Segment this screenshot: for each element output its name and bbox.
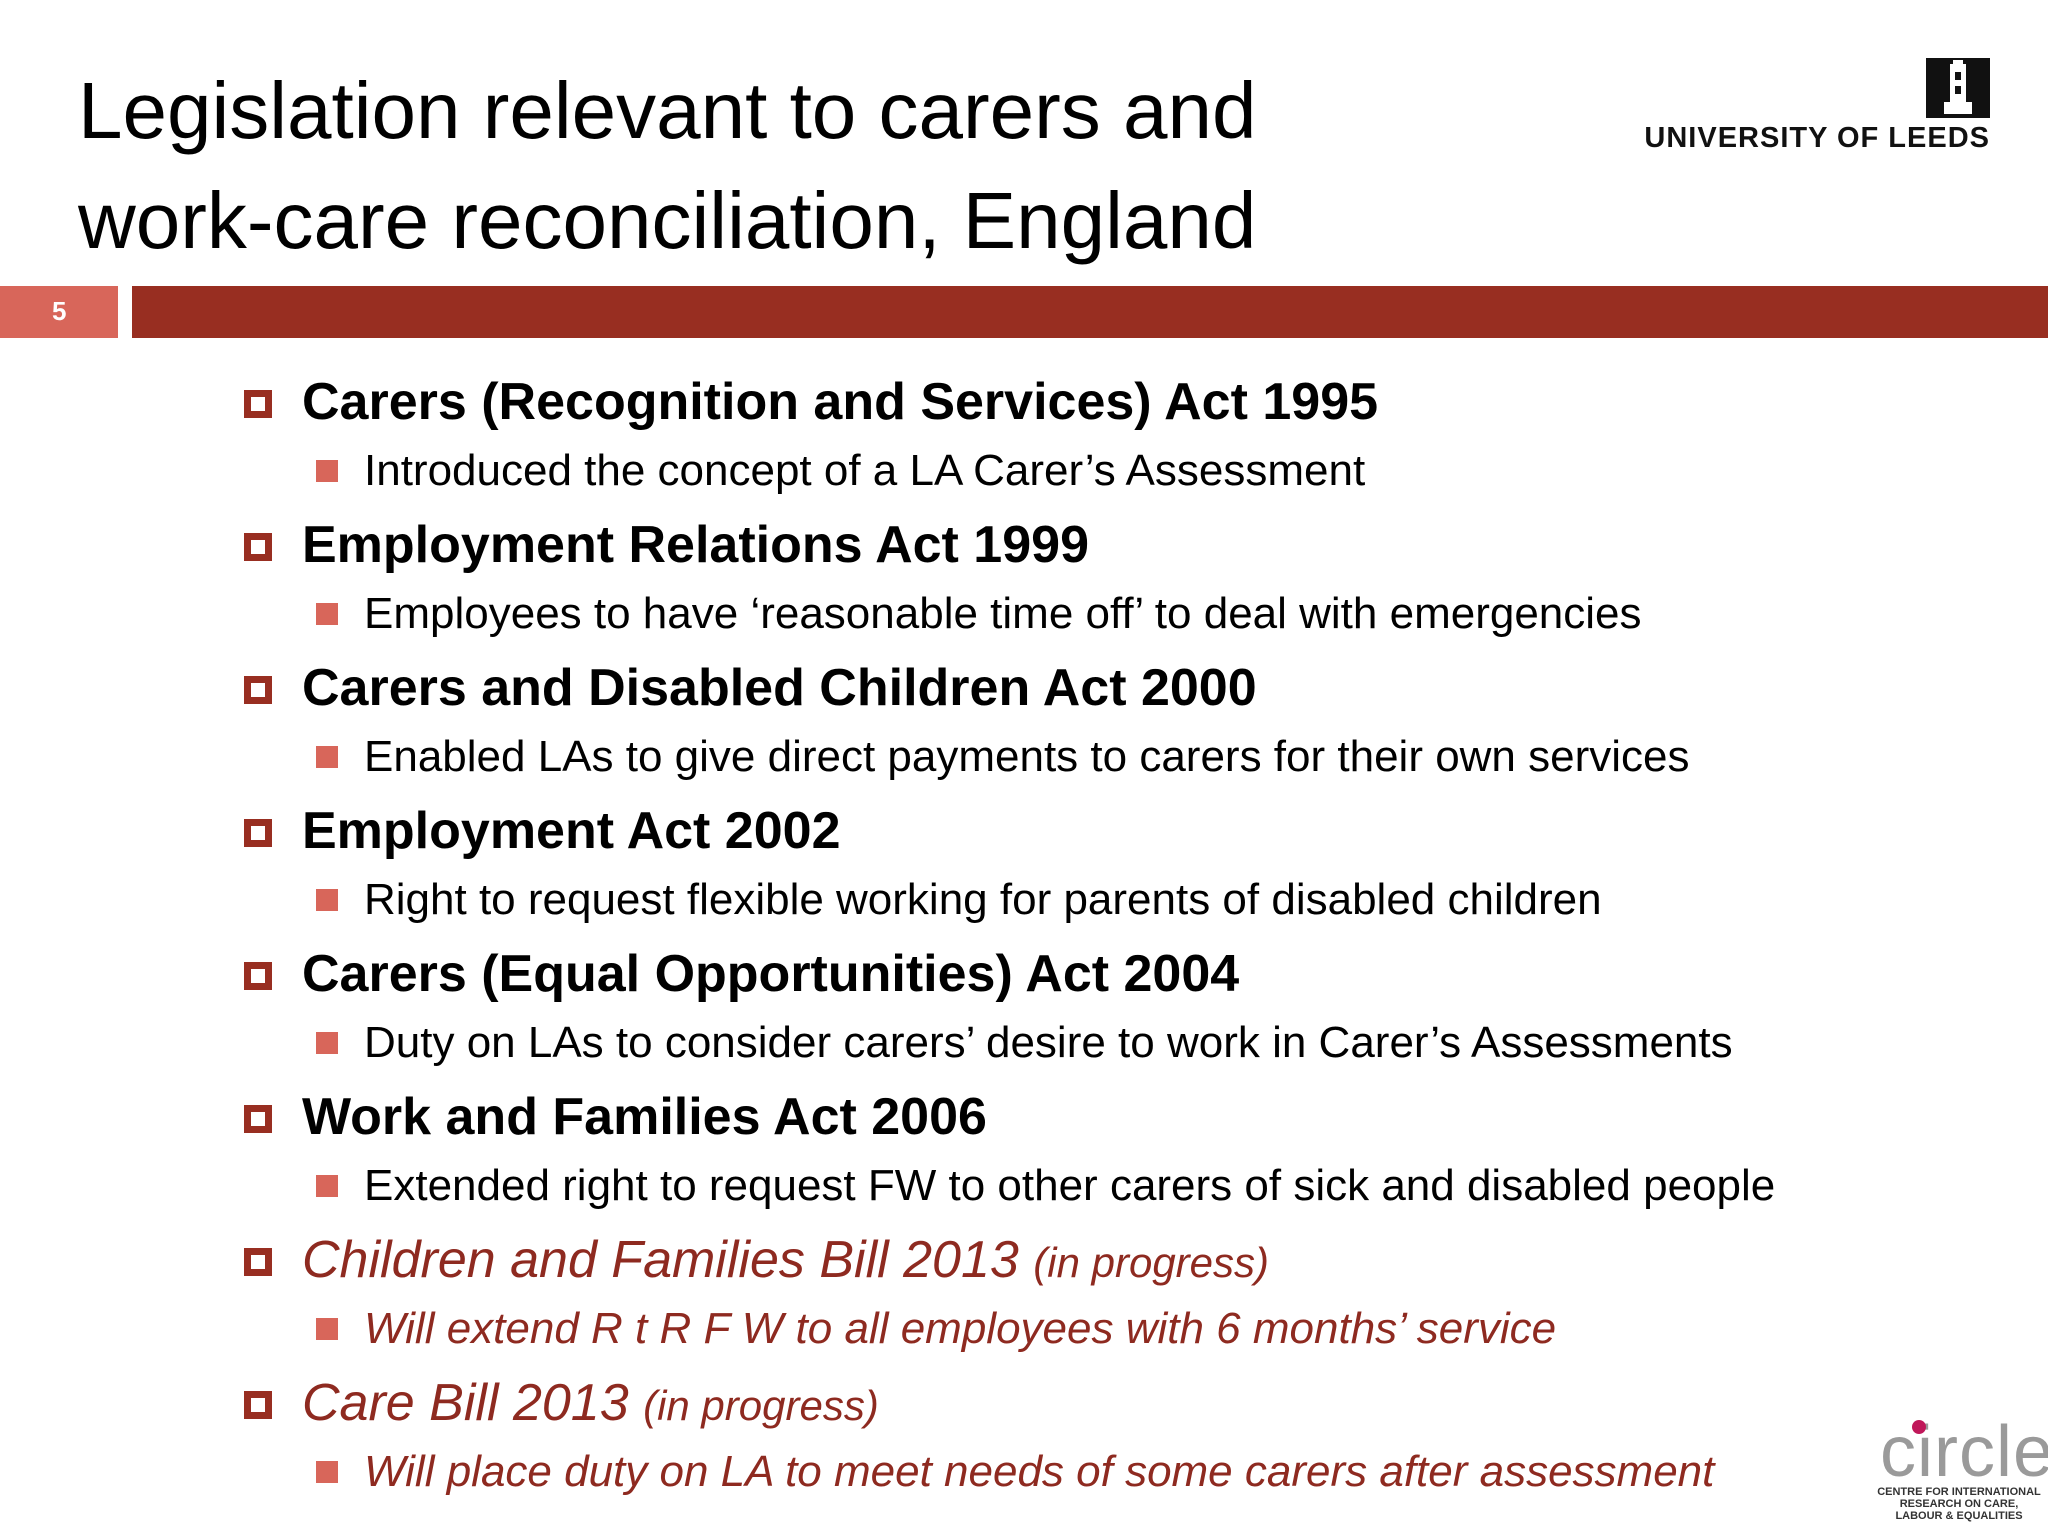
bill-title: Care Bill 2013 [302, 1374, 629, 1432]
slide-number: 5 [52, 296, 67, 326]
circle-dot-icon [1912, 1420, 1926, 1434]
legislation-title: Carers (Recognition and Services) Act 19… [302, 373, 1379, 431]
legislation-detail: Introduced the concept of a LA Carer’s A… [364, 446, 1366, 495]
bill-status: (in progress) [643, 1382, 879, 1429]
legislation-title: Employment Act 2002 [302, 802, 841, 860]
filled-square-bullet-icon [316, 603, 338, 625]
legislation-title: Work and Families Act 2006 [302, 1088, 987, 1146]
leeds-emblem-icon [1926, 58, 1990, 118]
title-line-1: Legislation relevant to carers and [78, 66, 1257, 155]
hollow-square-bullet-icon [244, 1105, 272, 1133]
slide-number-band: 5 [0, 286, 118, 338]
filled-square-bullet-icon [316, 1461, 338, 1483]
university-wordmark: UNIVERSITY OF LEEDS [1644, 122, 1990, 154]
filled-square-bullet-icon [316, 889, 338, 911]
filled-square-bullet-icon [316, 1032, 338, 1054]
circle-tagline-3: LABOUR & EQUALITIES [1895, 1510, 2023, 1522]
circle-tagline: CENTRE FOR INTERNATIONAL RESEARCH ON CAR… [1874, 1486, 2044, 1522]
bill-title-line: Children and Families Bill 2013 (in prog… [302, 1228, 1269, 1295]
hollow-square-bullet-icon [244, 676, 272, 704]
hollow-square-bullet-icon [244, 533, 272, 561]
hollow-square-bullet-icon [244, 1248, 272, 1276]
filled-square-bullet-icon [316, 1318, 338, 1340]
hollow-square-bullet-icon [244, 819, 272, 847]
filled-square-bullet-icon [316, 460, 338, 482]
slide-title: Legislation relevant to carers and work-… [78, 56, 1478, 276]
hollow-square-bullet-icon [244, 962, 272, 990]
university-logo: UNIVERSITY OF LEEDS [1630, 58, 1990, 158]
legislation-title: Carers and Disabled Children Act 2000 [302, 659, 1257, 717]
filled-square-bullet-icon [316, 746, 338, 768]
circle-tagline-2: RESEARCH ON CARE, [1899, 1498, 2019, 1510]
legislation-detail: Employees to have ‘reasonable time off’ … [364, 589, 1642, 638]
legislation-detail: Extended right to request FW to other ca… [364, 1161, 1776, 1210]
legislation-detail: Right to request flexible working for pa… [364, 875, 1602, 924]
filled-square-bullet-icon [316, 1175, 338, 1197]
legislation-title: Employment Relations Act 1999 [302, 516, 1089, 574]
hollow-square-bullet-icon [244, 390, 272, 418]
bill-detail: Will extend R t R F W to all employees w… [364, 1304, 1557, 1353]
bill-title: Children and Families Bill 2013 [302, 1231, 1019, 1289]
bill-detail: Will place duty on LA to meet needs of s… [364, 1447, 1715, 1496]
legislation-detail: Enabled LAs to give direct payments to c… [364, 732, 1690, 781]
legislation-title: Carers (Equal Opportunities) Act 2004 [302, 945, 1240, 1003]
bill-status: (in progress) [1033, 1239, 1270, 1286]
bill-title-line: Care Bill 2013 (in progress) [302, 1371, 879, 1438]
title-divider-bar [132, 286, 2048, 338]
circle-logo: circle CENTRE FOR INTERNATIONAL RESEARCH… [1872, 1412, 2048, 1532]
title-line-2: work-care reconciliation, England [78, 176, 1257, 265]
circle-wordmark: circle [1880, 1412, 2048, 1492]
hollow-square-bullet-icon [244, 1391, 272, 1419]
circle-tagline-1: CENTRE FOR INTERNATIONAL [1877, 1486, 2041, 1498]
legislation-detail: Duty on LAs to consider carers’ desire t… [364, 1018, 1733, 1067]
